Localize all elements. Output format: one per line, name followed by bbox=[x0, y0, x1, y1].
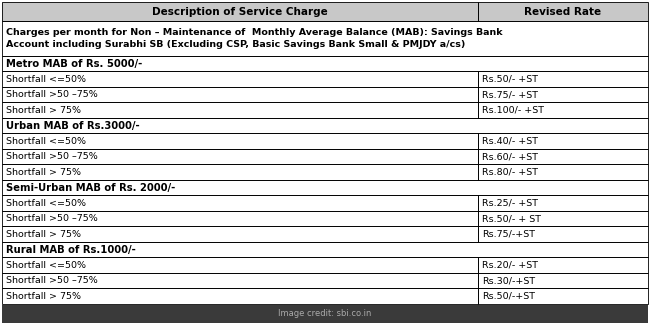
Bar bbox=[2, 164, 478, 180]
Bar bbox=[478, 149, 648, 164]
Bar bbox=[2, 56, 648, 72]
Bar bbox=[2, 87, 478, 102]
Bar bbox=[478, 2, 648, 21]
Text: Shortfall > 75%: Shortfall > 75% bbox=[6, 168, 81, 177]
Bar bbox=[478, 227, 648, 242]
Bar bbox=[478, 257, 648, 273]
Text: Shortfall >50 –75%: Shortfall >50 –75% bbox=[6, 276, 97, 285]
Text: Shortfall >50 –75%: Shortfall >50 –75% bbox=[6, 90, 97, 99]
Bar bbox=[478, 227, 648, 242]
Text: Shortfall > 75%: Shortfall > 75% bbox=[6, 106, 81, 115]
Text: Shortfall <=50%: Shortfall <=50% bbox=[6, 199, 86, 208]
Bar bbox=[478, 149, 648, 164]
Bar bbox=[2, 133, 478, 149]
Text: Image credit: sbi.co.in: Image credit: sbi.co.in bbox=[278, 309, 372, 318]
Bar bbox=[2, 102, 478, 118]
Text: Shortfall >50 –75%: Shortfall >50 –75% bbox=[6, 152, 97, 161]
Text: Rs.60/- +ST: Rs.60/- +ST bbox=[482, 152, 538, 161]
Bar bbox=[478, 87, 648, 102]
Text: Rs.30/-+ST: Rs.30/-+ST bbox=[482, 276, 535, 285]
Text: Rs.75/-+ST: Rs.75/-+ST bbox=[482, 230, 535, 239]
Text: Charges per month for Non – Maintenance of  Monthly Average Balance (MAB): Savin: Charges per month for Non – Maintenance … bbox=[6, 29, 502, 48]
Text: Shortfall <=50%: Shortfall <=50% bbox=[6, 261, 86, 270]
Bar bbox=[2, 180, 648, 195]
Text: Semi-Urban MAB of Rs. 2000/-: Semi-Urban MAB of Rs. 2000/- bbox=[6, 183, 176, 193]
Bar bbox=[478, 133, 648, 149]
Bar bbox=[2, 257, 478, 273]
Bar bbox=[2, 164, 478, 180]
Bar bbox=[2, 242, 648, 257]
Bar bbox=[478, 102, 648, 118]
Text: Rs.25/- +ST: Rs.25/- +ST bbox=[482, 199, 538, 208]
Bar bbox=[2, 227, 478, 242]
Text: Rs.80/- +ST: Rs.80/- +ST bbox=[482, 168, 538, 177]
Bar bbox=[2, 242, 648, 257]
Text: Shortfall <=50%: Shortfall <=50% bbox=[6, 136, 86, 146]
Bar bbox=[2, 289, 478, 304]
Text: Shortfall >50 –75%: Shortfall >50 –75% bbox=[6, 214, 97, 223]
Bar bbox=[478, 195, 648, 211]
Bar bbox=[478, 195, 648, 211]
Bar bbox=[478, 2, 648, 21]
Text: Rs.50/- + ST: Rs.50/- + ST bbox=[482, 214, 541, 223]
Bar bbox=[2, 72, 478, 87]
Bar bbox=[2, 149, 478, 164]
Text: Metro MAB of Rs. 5000/-: Metro MAB of Rs. 5000/- bbox=[6, 58, 142, 69]
Text: Description of Service Charge: Description of Service Charge bbox=[152, 6, 328, 17]
Bar bbox=[478, 211, 648, 227]
Bar bbox=[2, 118, 648, 133]
Bar bbox=[2, 87, 478, 102]
Text: Shortfall <=50%: Shortfall <=50% bbox=[6, 75, 86, 84]
Bar bbox=[2, 227, 478, 242]
Bar bbox=[2, 2, 478, 21]
Bar bbox=[478, 164, 648, 180]
Bar bbox=[2, 195, 478, 211]
Bar bbox=[2, 273, 478, 289]
Text: Rs.100/- +ST: Rs.100/- +ST bbox=[482, 106, 544, 115]
Bar bbox=[2, 21, 648, 56]
Text: Rs.20/- +ST: Rs.20/- +ST bbox=[482, 261, 538, 270]
Text: Revised Rate: Revised Rate bbox=[525, 6, 601, 17]
Text: Rural MAB of Rs.1000/-: Rural MAB of Rs.1000/- bbox=[6, 245, 136, 255]
Bar bbox=[2, 133, 478, 149]
Text: Rs.40/- +ST: Rs.40/- +ST bbox=[482, 136, 538, 146]
Bar bbox=[478, 289, 648, 304]
Bar bbox=[478, 257, 648, 273]
Bar bbox=[478, 164, 648, 180]
Bar bbox=[478, 133, 648, 149]
Bar bbox=[478, 273, 648, 289]
Bar bbox=[2, 195, 478, 211]
Bar bbox=[2, 289, 478, 304]
Text: Shortfall > 75%: Shortfall > 75% bbox=[6, 230, 81, 239]
Text: Rs.75/- +ST: Rs.75/- +ST bbox=[482, 90, 538, 99]
Bar bbox=[2, 102, 478, 118]
Bar bbox=[478, 289, 648, 304]
Bar bbox=[2, 21, 648, 56]
Bar bbox=[478, 211, 648, 227]
Bar bbox=[2, 72, 478, 87]
Bar bbox=[478, 87, 648, 102]
Bar bbox=[478, 72, 648, 87]
Text: Urban MAB of Rs.3000/-: Urban MAB of Rs.3000/- bbox=[6, 121, 140, 131]
Text: Rs.50/- +ST: Rs.50/- +ST bbox=[482, 75, 538, 84]
Bar bbox=[2, 180, 648, 195]
Bar bbox=[2, 257, 478, 273]
Bar bbox=[2, 305, 648, 323]
Bar bbox=[2, 273, 478, 289]
Text: Rs.50/-+ST: Rs.50/-+ST bbox=[482, 292, 535, 301]
Bar bbox=[2, 211, 478, 227]
Bar bbox=[478, 273, 648, 289]
Bar bbox=[2, 211, 478, 227]
Bar bbox=[2, 2, 478, 21]
Bar bbox=[478, 72, 648, 87]
Bar bbox=[2, 118, 648, 133]
Bar bbox=[478, 102, 648, 118]
Bar bbox=[2, 56, 648, 72]
Text: Shortfall > 75%: Shortfall > 75% bbox=[6, 292, 81, 301]
Bar bbox=[2, 149, 478, 164]
